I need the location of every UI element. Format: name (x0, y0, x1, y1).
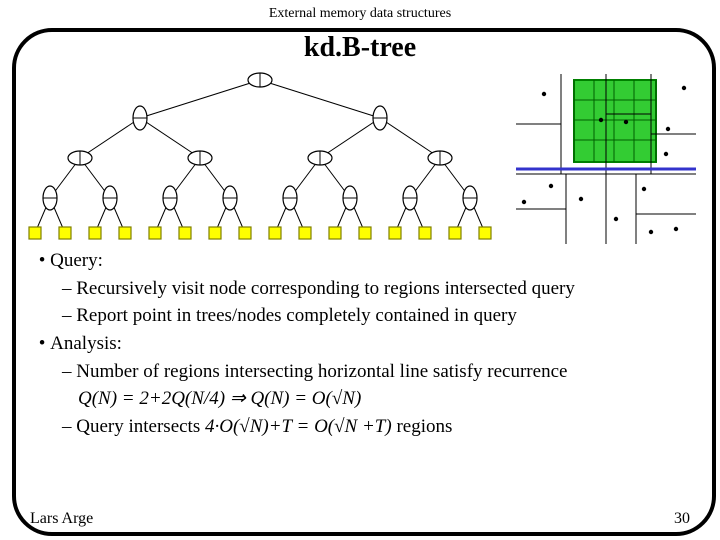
bullet-query-a: – Recursively visit node corresponding t… (34, 276, 684, 302)
tree-diagram (20, 68, 500, 248)
bullet-analysis-c-pre: – Query intersects (62, 416, 205, 437)
bullet-query: Query: (50, 250, 103, 271)
bullet-analysis-c-post: regions (392, 416, 453, 437)
query-rect (574, 80, 656, 162)
slide-title: kd.B-tree (0, 32, 720, 64)
bullet-analysis-a: – Number of regions intersecting horizon… (34, 359, 684, 385)
bullet-analysis-c-math: 4·O(√N)+T = O(√N +T) (205, 416, 392, 437)
bullet-analysis: Analysis: (50, 333, 122, 354)
grid-diagram (516, 74, 696, 244)
recurrence: Q(N) = 2+2Q(N/4) ⇒ Q(N) = O(√N) (34, 386, 684, 412)
content-text: • Query: – Recursively visit node corres… (34, 248, 684, 441)
footer-author: Lars Arge (30, 510, 93, 528)
slide: External memory data structures kd.B-tre… (0, 0, 720, 540)
bullet-query-b: – Report point in trees/nodes completely… (34, 303, 684, 329)
footer-page: 30 (674, 510, 690, 528)
header-text: External memory data structures (0, 6, 720, 22)
